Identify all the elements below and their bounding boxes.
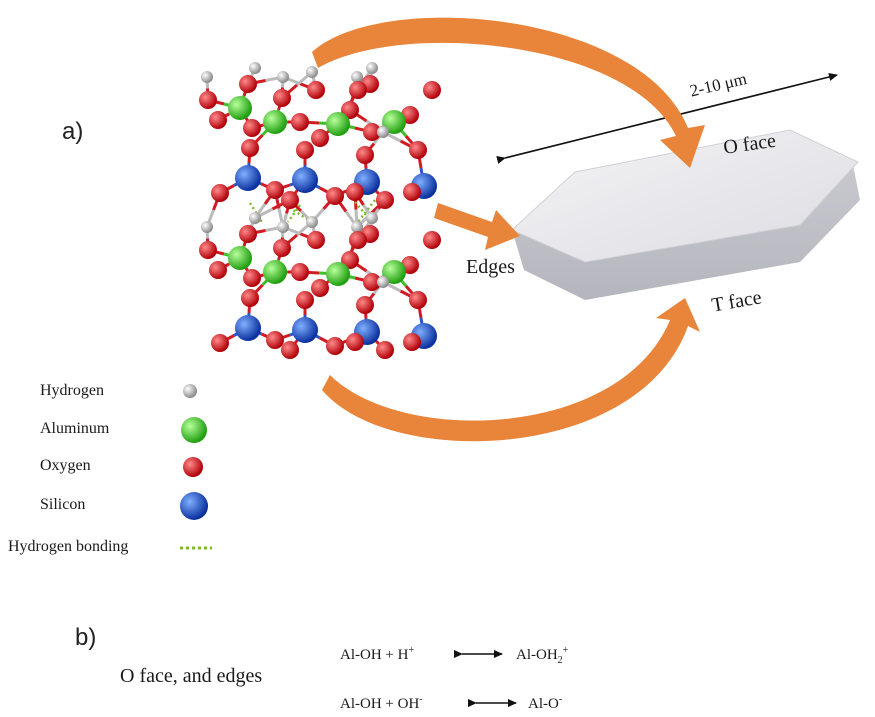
oxygen-atom [307, 231, 325, 249]
panel-b-label: b) [75, 624, 97, 651]
oxygen-atom [199, 241, 217, 259]
legend-swatches [180, 384, 212, 550]
oxygen-atom [311, 129, 329, 147]
oxygen-atom [346, 183, 364, 201]
oxygen-atom [281, 191, 299, 209]
oxygen-atom [296, 141, 314, 159]
hydrogen-atom [366, 62, 378, 74]
aluminum-atom [228, 96, 252, 120]
hydrogen-atom [277, 71, 289, 83]
aluminum-atom [263, 260, 287, 284]
oxygen-atom [199, 91, 217, 109]
oxygen-atom [243, 119, 261, 137]
oxygen-atom [209, 261, 227, 279]
oxygen-atom [296, 291, 314, 309]
hydrogen-atom [377, 126, 389, 138]
hydrogen-atom [277, 221, 289, 233]
hydrogen-atom [351, 221, 363, 233]
oxygen-atom [376, 341, 394, 359]
crystal-structure [199, 62, 441, 359]
oxygen-atom [281, 341, 299, 359]
oxygen-atom [356, 296, 374, 314]
aluminum-atom [263, 110, 287, 134]
legend-silicon-label: Silicon [40, 496, 86, 513]
legend-oxygen-label: Oxygen [40, 457, 91, 474]
aluminum-atom [382, 260, 406, 284]
oxygen-atom [349, 231, 367, 249]
arrow-to-edges [434, 203, 520, 250]
oxygen-atom [341, 101, 359, 119]
oxygen-atom [273, 239, 291, 257]
oxygen-atom [349, 81, 367, 99]
oxygen-atom [243, 269, 261, 287]
oxygen-atom [356, 146, 374, 164]
oxygen-atom [403, 333, 421, 351]
hydrogen-atom [306, 66, 318, 78]
panel-a-label: a) [62, 118, 84, 145]
oxygen-atom [266, 331, 284, 349]
edges-label: Edges [466, 256, 515, 278]
hydrogen-atom [249, 212, 261, 224]
oxygen-atom [211, 334, 229, 352]
hydrogen-atom [201, 221, 213, 233]
hydrogen-atom [366, 212, 378, 224]
oxygen-atom [291, 263, 309, 281]
hydrogen-atom [249, 62, 261, 74]
silicon-atom [292, 317, 318, 343]
oxygen-atom [239, 225, 257, 243]
oxygen-atom [341, 251, 359, 269]
oxygen-atom [423, 231, 441, 249]
legend-aluminum-sphere [181, 417, 207, 443]
aluminum-atom [382, 110, 406, 134]
silicon-atom [235, 315, 261, 341]
eq1-right: Al-OH2+ [516, 645, 569, 666]
hydrogen-atom [377, 276, 389, 288]
oxygen-atom [326, 337, 344, 355]
oxygen-atom [363, 273, 381, 291]
oxygen-atom [346, 333, 364, 351]
silicon-atom [292, 167, 318, 193]
oxygen-atom [376, 191, 394, 209]
eq2-right: Al-O- [528, 694, 563, 712]
oxygen-atom [266, 181, 284, 199]
oxygen-atom [241, 289, 259, 307]
arrow-to-t-face [322, 298, 700, 442]
arrow-to-o-face [312, 17, 705, 169]
hydrogen-atom [306, 216, 318, 228]
oxygen-atom [211, 184, 229, 202]
oxygen-atom [363, 123, 381, 141]
oxygen-atom [241, 139, 259, 157]
oxygen-atom [209, 111, 227, 129]
aluminum-atom [326, 262, 350, 286]
legend-hbond-label: Hydrogen bonding [8, 538, 129, 555]
oxygen-atom [239, 75, 257, 93]
oxygen-atom [291, 113, 309, 131]
oxygen-atom [403, 183, 421, 201]
aluminum-atom [326, 112, 350, 136]
legend-oxygen-sphere [183, 457, 203, 477]
legend-aluminum-label: Aluminum [40, 420, 110, 437]
oxygen-atom [273, 89, 291, 107]
hydrogen-atom [351, 71, 363, 83]
oxygen-atom [307, 81, 325, 99]
section-b-title: O face, and edges [120, 665, 263, 687]
eq2-left: Al-OH + OH- [340, 694, 423, 712]
eq1-left: Al-OH + H+ [340, 645, 415, 663]
silicon-atom [235, 165, 261, 191]
oxygen-atom [409, 141, 427, 159]
hydrogen-bond [286, 204, 302, 223]
reaction-arrows [454, 650, 517, 707]
orange-arrows [312, 17, 705, 442]
aluminum-atom [228, 246, 252, 270]
oxygen-atom [423, 81, 441, 99]
oxygen-atom [409, 291, 427, 309]
hydrogen-atom [201, 71, 213, 83]
legend-hydrogen-sphere [183, 384, 197, 398]
oxygen-atom [311, 279, 329, 297]
legend-silicon-sphere [180, 492, 208, 520]
oxygen-atom [326, 187, 344, 205]
legend-hydrogen-label: Hydrogen [40, 382, 104, 399]
